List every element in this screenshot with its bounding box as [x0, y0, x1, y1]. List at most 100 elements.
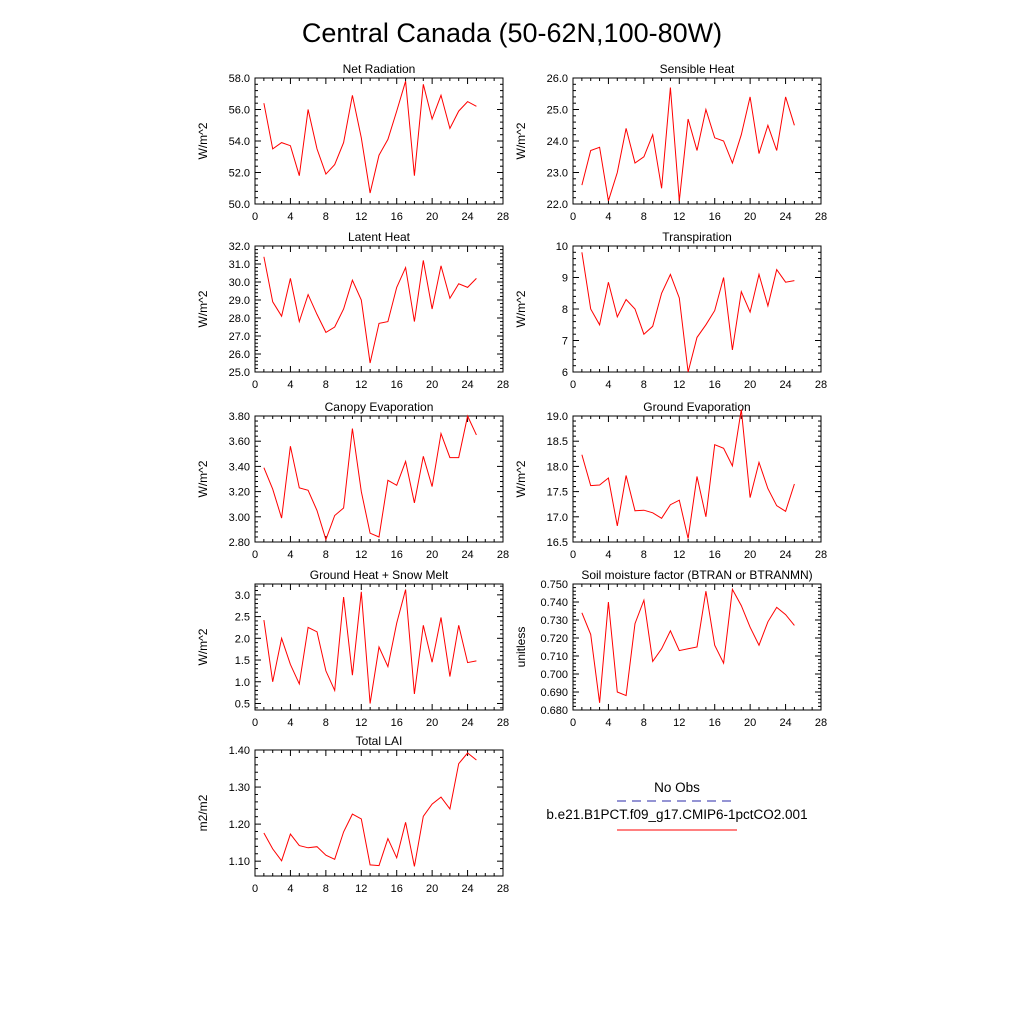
sensible-heat-x-tick-label: 0 [570, 211, 576, 223]
total-lai-plot-frame [254, 749, 504, 877]
total-lai-x-tick-label: 8 [323, 883, 329, 895]
transpiration-y-tick-label: 10 [556, 241, 568, 253]
transpiration-x-tick-label: 16 [709, 379, 721, 391]
ground-heat-snow-melt-x-tick-label: 28 [497, 717, 509, 729]
net-radiation-x-tick-label: 16 [391, 211, 403, 223]
total-lai-x-tick-label: 12 [355, 883, 367, 895]
canopy-evaporation-x-tick-label: 8 [323, 549, 329, 561]
soil-moisture-factor-btran-or-btranmn-x-tick-label: 0 [570, 717, 576, 729]
net-radiation-plot-frame [254, 77, 504, 205]
canopy-evaporation-y-tick-label: 2.80 [229, 537, 250, 549]
ground-evaporation-x-tick-label: 12 [673, 549, 685, 561]
latent-heat-x-tick-label: 24 [461, 379, 473, 391]
ground-heat-snow-melt-y-tick-label: 1.5 [235, 655, 250, 667]
ground-evaporation-x-tick-label: 16 [709, 549, 721, 561]
sensible-heat-y-tick-label: 25.0 [547, 105, 568, 117]
canopy-evaporation-y-tick-label: 3.20 [229, 487, 250, 499]
transpiration-x-tick-label: 24 [779, 379, 791, 391]
ground-heat-snow-melt-y-axis-label: W/m^2 [196, 628, 210, 665]
sensible-heat-y-axis-label: W/m^2 [514, 122, 528, 159]
canopy-evaporation-y-tick-label: 3.00 [229, 512, 250, 524]
ground-evaporation-y-tick-label: 17.0 [547, 512, 568, 524]
soil-moisture-factor-btran-or-btranmn-y-axis-label: unitless [514, 627, 528, 668]
net-radiation-x-tick-label: 0 [252, 211, 258, 223]
soil-moisture-factor-btran-or-btranmn-x-tick-label: 24 [779, 717, 791, 729]
sensible-heat-title: Sensible Heat [660, 62, 735, 76]
ground-evaporation-y-tick-label: 18.5 [547, 436, 568, 448]
transpiration-title: Transpiration [662, 230, 732, 244]
transpiration-x-tick-label: 28 [815, 379, 827, 391]
ground-evaporation-y-tick-label: 18.0 [547, 461, 568, 473]
total-lai-x-tick-label: 28 [497, 883, 509, 895]
latent-heat-series-line [263, 256, 477, 364]
canopy-evaporation-x-tick-label: 16 [391, 549, 403, 561]
latent-heat-y-tick-label: 26.0 [229, 349, 250, 361]
ground-evaporation-x-tick-label: 28 [815, 549, 827, 561]
soil-moisture-factor-btran-or-btranmn-x-tick-label: 4 [605, 717, 611, 729]
latent-heat-panel: Latent Heat 0 4 8 12 16 20 24 28 25.0 26.0 27.0 28.0… [196, 230, 509, 391]
sensible-heat-y-tick-label: 26.0 [547, 73, 568, 85]
ground-heat-snow-melt-y-tick-label: 1.0 [235, 677, 250, 689]
transpiration-y-axis-label: W/m^2 [514, 290, 528, 327]
sensible-heat-x-tick-label: 28 [815, 211, 827, 223]
total-lai-x-tick-label: 24 [461, 883, 473, 895]
canopy-evaporation-x-tick-label: 4 [287, 549, 293, 561]
latent-heat-x-tick-label: 8 [323, 379, 329, 391]
net-radiation-x-tick-label: 20 [426, 211, 438, 223]
total-lai-panel: Total LAI 0 4 8 12 16 20 24 28 1.10 1.20 1.30 1.40 m2… [196, 734, 509, 895]
net-radiation-y-tick-label: 52.0 [229, 168, 250, 180]
ground-evaporation-x-tick-label: 0 [570, 549, 576, 561]
latent-heat-y-tick-label: 29.0 [229, 295, 250, 307]
panel-grid: Net Radiation 0 4 8 12 16 20 24 28 50.0 52.0 54.0 56… [196, 62, 827, 895]
sensible-heat-x-tick-label: 8 [641, 211, 647, 223]
net-radiation-x-tick-label: 12 [355, 211, 367, 223]
net-radiation-panel: Net Radiation 0 4 8 12 16 20 24 28 50.0 52.0 54.0 56… [196, 62, 509, 223]
transpiration-y-tick-label: 8 [562, 304, 568, 316]
canopy-evaporation-panel: Canopy Evaporation 0 4 8 12 16 20 24 28 2.80 3.00 3… [196, 400, 509, 561]
latent-heat-x-tick-label: 0 [252, 379, 258, 391]
latent-heat-y-tick-label: 31.0 [229, 259, 250, 271]
latent-heat-y-tick-label: 25.0 [229, 367, 250, 379]
ground-heat-snow-melt-x-tick-label: 24 [461, 717, 473, 729]
canopy-evaporation-y-tick-label: 3.80 [229, 411, 250, 423]
sensible-heat-x-tick-label: 4 [605, 211, 611, 223]
soil-moisture-factor-btran-or-btranmn-series-line [581, 587, 795, 703]
sensible-heat-x-tick-label: 20 [744, 211, 756, 223]
latent-heat-x-tick-label: 28 [497, 379, 509, 391]
canopy-evaporation-plot-frame [254, 415, 504, 543]
latent-heat-x-tick-label: 12 [355, 379, 367, 391]
sensible-heat-plot-frame [572, 77, 822, 205]
sensible-heat-y-tick-label: 23.0 [547, 168, 568, 180]
net-radiation-y-tick-label: 58.0 [229, 73, 250, 85]
transpiration-y-tick-label: 7 [562, 336, 568, 348]
ground-evaporation-series-line [581, 409, 795, 539]
soil-moisture-factor-btran-or-btranmn-y-tick-label: 0.750 [540, 579, 568, 591]
latent-heat-title: Latent Heat [348, 230, 411, 244]
ground-evaporation-y-tick-label: 16.5 [547, 537, 568, 549]
transpiration-series-line [581, 252, 795, 373]
ground-evaporation-x-tick-label: 4 [605, 549, 611, 561]
canopy-evaporation-y-axis-label: W/m^2 [196, 460, 210, 497]
ground-evaporation-title: Ground Evaporation [643, 400, 750, 414]
transpiration-x-tick-label: 0 [570, 379, 576, 391]
soil-moisture-factor-btran-or-btranmn-y-tick-label: 0.730 [540, 615, 568, 627]
soil-moisture-factor-btran-or-btranmn-y-tick-label: 0.720 [540, 633, 568, 645]
net-radiation-x-tick-label: 4 [287, 211, 293, 223]
latent-heat-y-tick-label: 27.0 [229, 331, 250, 343]
net-radiation-y-tick-label: 50.0 [229, 199, 250, 211]
ground-heat-snow-melt-y-tick-label: 2.0 [235, 633, 250, 645]
transpiration-plot-frame [572, 245, 822, 373]
ground-evaporation-x-tick-label: 24 [779, 549, 791, 561]
net-radiation-y-tick-label: 56.0 [229, 105, 250, 117]
legend-obs-label: No Obs [654, 780, 700, 795]
latent-heat-plot-frame [254, 245, 504, 373]
total-lai-title: Total LAI [356, 734, 403, 748]
soil-moisture-factor-btran-or-btranmn-x-tick-label: 8 [641, 717, 647, 729]
sensible-heat-x-tick-label: 16 [709, 211, 721, 223]
latent-heat-y-tick-label: 30.0 [229, 277, 250, 289]
transpiration-x-tick-label: 20 [744, 379, 756, 391]
soil-moisture-factor-btran-or-btranmn-x-tick-label: 12 [673, 717, 685, 729]
ground-heat-snow-melt-x-tick-label: 0 [252, 717, 258, 729]
canopy-evaporation-title: Canopy Evaporation [325, 400, 434, 414]
soil-moisture-factor-btran-or-btranmn-x-tick-label: 16 [709, 717, 721, 729]
